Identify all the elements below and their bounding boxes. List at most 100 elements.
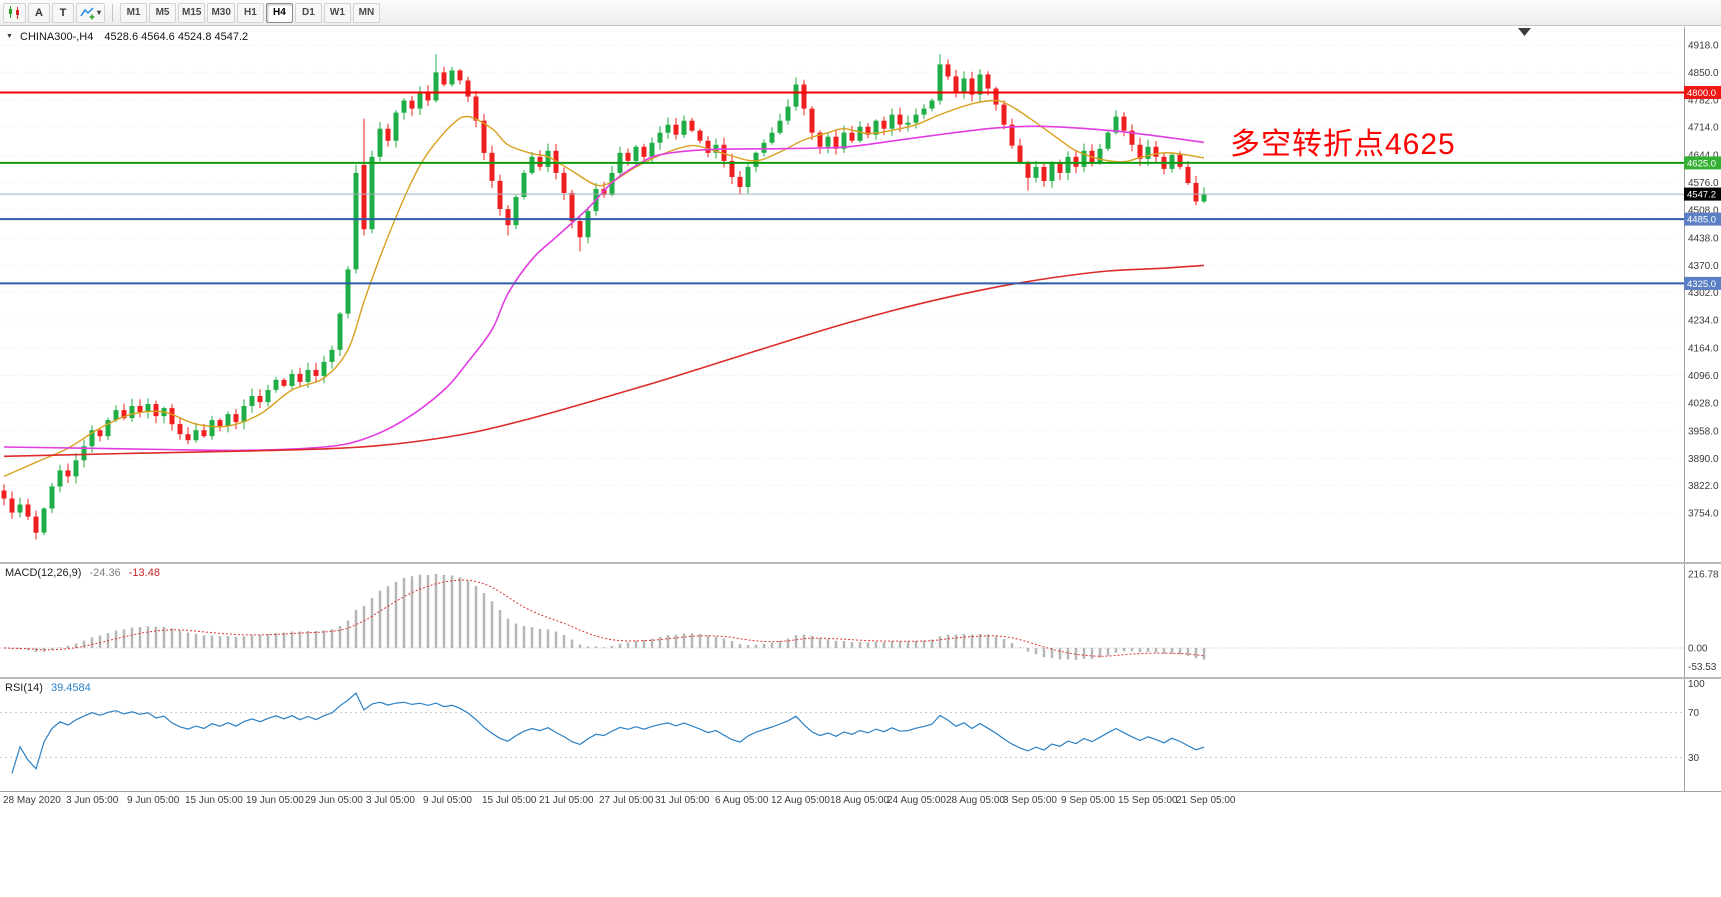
svg-text:4782.0: 4782.0 [1688,95,1719,106]
svg-text:4096.0: 4096.0 [1688,371,1719,382]
svg-text:4800.0: 4800.0 [1687,88,1716,99]
toolbar: A T ▾ M1 M5 M15 M30 H1 H4 D1 W1 MN [0,0,1721,26]
rsi-line [11,692,1205,774]
svg-text:4325.0: 4325.0 [1687,279,1716,290]
price-axis[interactable]: 4918.0 4850.0 4782.0 4714.0 4644.0 4576.0 4508… [1688,41,1719,520]
ma-slow-line [3,264,1205,458]
rsi-axis[interactable]: 100 70 30 [1688,679,1705,764]
timeframe-button-mn[interactable]: MN [352,2,380,23]
svg-text:4547.2: 4547.2 [1687,190,1716,201]
chart-tool-button[interactable] [3,2,26,23]
svg-text:70: 70 [1688,708,1700,719]
svg-text:4485.0: 4485.0 [1687,215,1716,226]
svg-text:3754.0: 3754.0 [1688,509,1719,520]
price-badge-4547.2: 4547.2 [1684,187,1721,201]
chart-annotation-text[interactable]: 多空转折点4625 [1230,128,1456,161]
svg-text:4164.0: 4164.0 [1688,344,1719,355]
ma-fast-line [3,99,1205,478]
macd-signal-line [3,579,1205,657]
macd-name: MACD(12,26,9) [5,567,82,579]
chart-shift-marker-icon [1518,28,1531,36]
time-axis-label: 21 Sep 05:00 [1176,795,1236,806]
time-axis-label: 31 Jul 05:00 [655,795,710,806]
svg-text:-53.53: -53.53 [1688,662,1717,673]
rsi-name: RSI(14) [5,682,43,694]
svg-text:4714.0: 4714.0 [1688,123,1719,134]
time-axis-label: 3 Jun 05:00 [66,795,119,806]
svg-text:4644.0: 4644.0 [1688,151,1719,162]
time-axis-label: 18 Aug 05:00 [830,795,889,806]
time-axis-label: 9 Sep 05:00 [1061,795,1115,806]
arrow-tool-button[interactable]: A [28,2,50,23]
chart-title: ▼ CHINA300-,H4 4528.6 4564.6 4524.8 4547… [6,31,248,43]
time-axis-label: 15 Jul 05:00 [482,795,537,806]
timeframe-button-h4[interactable]: H4 [265,2,293,23]
candlestick-chart-icon [9,6,19,19]
timeframe-group: M1 M5 M15 M30 H1 H4 D1 W1 MN [120,2,380,23]
macd-panel[interactable]: 216.78 0.00 -53.53 [0,564,1721,677]
time-axis-label: 19 Jun 05:00 [246,795,304,806]
time-axis-label: 6 Aug 05:00 [715,795,769,806]
time-axis-label: 9 Jun 05:00 [127,795,180,806]
time-axis-label: 15 Sep 05:00 [1118,795,1178,806]
time-axis-label: 29 Jun 05:00 [305,795,363,806]
svg-text:4625.0: 4625.0 [1687,158,1716,169]
symbol-marker-icon: ▼ [6,33,13,40]
panel-splitter[interactable] [0,562,1721,564]
svg-text:3822.0: 3822.0 [1688,481,1719,492]
time-axis[interactable]: 28 May 2020 3 Jun 05:00 9 Jun 05:00 15 Jun … [0,792,1721,812]
svg-text:100: 100 [1688,679,1705,690]
svg-text:0.00: 0.00 [1688,644,1708,655]
svg-text:4508.0: 4508.0 [1688,205,1719,216]
time-axis-label: 3 Jul 05:00 [366,795,415,806]
indicator-icon [80,7,95,20]
rsi-label: RSI(14) 39.4584 [5,682,96,694]
svg-text:216.78: 216.78 [1688,570,1719,581]
rsi-panel[interactable]: 100 70 30 [0,679,1721,791]
timeframe-button-m30[interactable]: M30 [207,2,235,23]
svg-text:4850.0: 4850.0 [1688,68,1719,79]
price-badge-4485.0: 4485.0 [1684,212,1721,226]
time-axis-label: 24 Aug 05:00 [887,795,946,806]
panel-splitter[interactable] [0,791,1721,792]
price-badge-4800.0: 4800.0 [1684,86,1721,99]
toolbar-separator [112,3,114,22]
panel-splitter[interactable] [0,677,1721,679]
svg-text:4234.0: 4234.0 [1688,316,1719,327]
indicators-button[interactable]: ▾ [76,2,106,23]
svg-text:3890.0: 3890.0 [1688,454,1719,465]
price-badge-4625.0: 4625.0 [1684,156,1721,170]
time-axis-label: 12 Aug 05:00 [771,795,830,806]
timeframe-button-h1[interactable]: H1 [236,2,264,23]
svg-text:4370.0: 4370.0 [1688,261,1719,272]
time-axis-label: 3 Sep 05:00 [1003,795,1057,806]
rsi-value: 39.4584 [50,682,91,694]
svg-text:4028.0: 4028.0 [1688,398,1719,409]
text-tool-button[interactable]: T [52,2,74,23]
timeframe-button-m5[interactable]: M5 [149,2,177,23]
svg-text:4302.0: 4302.0 [1688,288,1719,299]
main-chart[interactable]: 4918.0 4850.0 4782.0 4714.0 4644.0 4576.0 4508… [0,27,1721,562]
timeframe-button-m15[interactable]: M15 [178,2,206,23]
svg-text:4576.0: 4576.0 [1688,178,1719,189]
svg-text:3958.0: 3958.0 [1688,427,1719,438]
chevron-down-icon: ▾ [97,8,102,17]
timeframe-button-w1[interactable]: W1 [323,2,351,23]
svg-text:4918.0: 4918.0 [1688,41,1719,52]
time-axis-label: 28 May 2020 [3,795,61,806]
time-axis-label: 27 Jul 05:00 [599,795,654,806]
macd-signal-value: -13.48 [128,567,160,579]
ma-medium-line [3,125,1205,452]
timeframe-button-m1[interactable]: M1 [120,2,148,23]
svg-text:4438.0: 4438.0 [1688,234,1719,245]
macd-main-value: -24.36 [89,567,121,579]
price-gridlines [0,44,1684,514]
price-badge-4325.0: 4325.0 [1684,276,1721,290]
macd-label: MACD(12,26,9) -24.36 -13.48 [5,567,165,579]
macd-axis[interactable]: 216.78 0.00 -53.53 [1688,570,1719,673]
timeframe-button-d1[interactable]: D1 [294,2,322,23]
symbol-period: CHINA300-,H4 [20,31,94,43]
time-axis-label: 9 Jul 05:00 [423,795,472,806]
svg-text:30: 30 [1688,753,1700,764]
time-axis-label: 15 Jun 05:00 [185,795,243,806]
